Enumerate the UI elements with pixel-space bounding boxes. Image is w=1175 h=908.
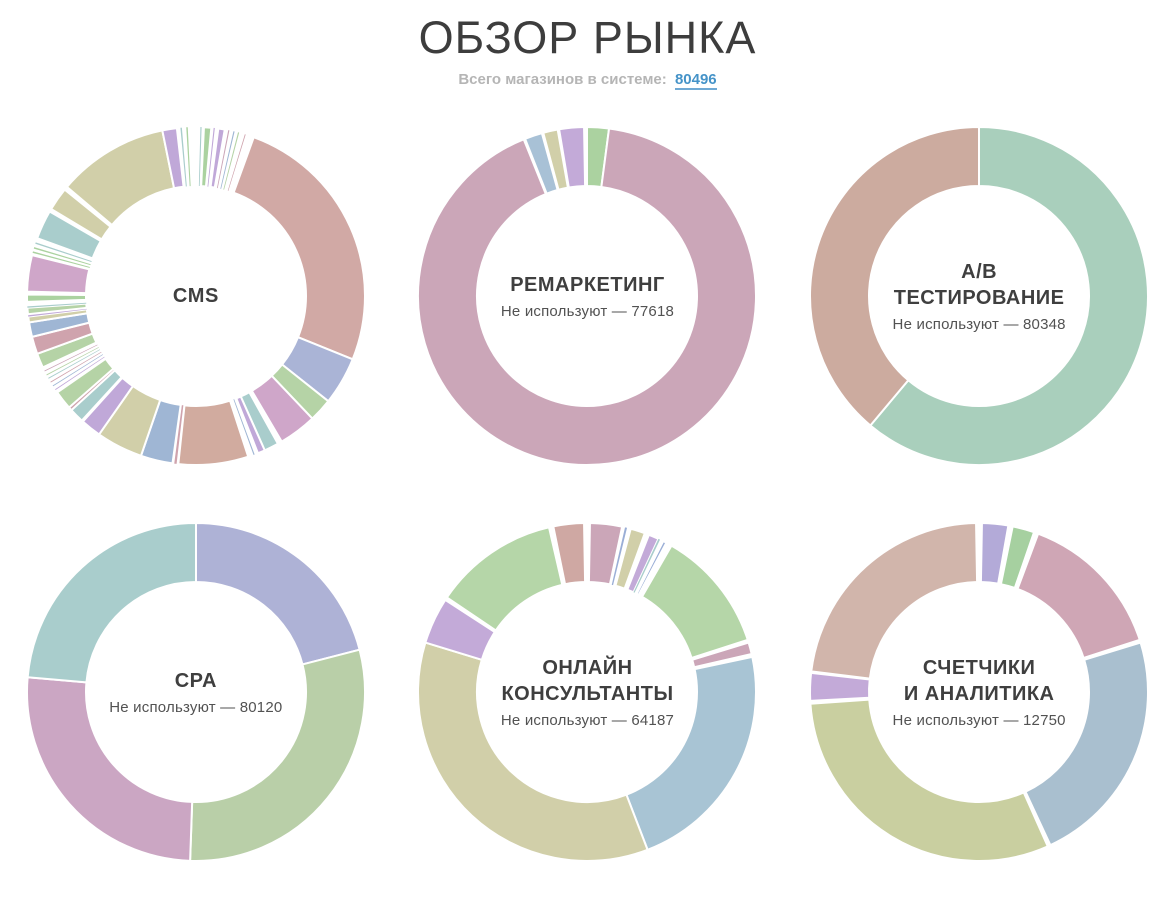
- donut-chart-online-consultants[interactable]: [415, 520, 759, 864]
- pie-slice[interactable]: [809, 698, 1049, 862]
- pie-slice[interactable]: [46, 346, 99, 376]
- pie-slice[interactable]: [209, 127, 226, 189]
- pie-slice[interactable]: [27, 308, 89, 324]
- pie-slice[interactable]: [980, 521, 1010, 585]
- pie-slice[interactable]: [186, 126, 191, 186]
- chart-card-ab-testing: A/B ТЕСТИРОВАНИЕ Не используют — 80348: [807, 124, 1151, 468]
- pie-slice[interactable]: [233, 398, 255, 455]
- pie-slice[interactable]: [26, 521, 197, 684]
- pie-slice[interactable]: [33, 246, 91, 265]
- pie-slice[interactable]: [691, 641, 754, 669]
- pie-slice[interactable]: [50, 351, 102, 383]
- pie-slice[interactable]: [44, 344, 98, 372]
- pie-slice[interactable]: [25, 676, 193, 862]
- pie-slice[interactable]: [558, 125, 587, 189]
- pie-slice[interactable]: [250, 374, 314, 443]
- pie-slice[interactable]: [626, 533, 660, 594]
- pie-slice[interactable]: [200, 125, 213, 188]
- donut-chart-remarketing[interactable]: [415, 124, 759, 468]
- pie-slice[interactable]: [588, 521, 624, 586]
- pie-slice[interactable]: [625, 655, 758, 851]
- pie-slice[interactable]: [1000, 525, 1036, 589]
- pie-slice[interactable]: [1024, 641, 1150, 846]
- donut-chart-ab-testing[interactable]: [807, 124, 1151, 468]
- pie-slice[interactable]: [26, 302, 88, 315]
- chart-card-counters-analytics: СЧЕТЧИКИ И АНАЛИТИКА Не используют — 127…: [807, 520, 1151, 864]
- chart-card-cms: CMS: [24, 124, 368, 468]
- pie-slice[interactable]: [869, 125, 1150, 466]
- pie-slice[interactable]: [27, 302, 87, 308]
- donut-chart-cpa[interactable]: [24, 520, 368, 864]
- pie-slice[interactable]: [36, 210, 102, 260]
- total-stores-link[interactable]: 80496: [674, 70, 717, 90]
- pie-slice[interactable]: [614, 527, 647, 590]
- pie-slice[interactable]: [32, 251, 90, 268]
- donut-chart-cms[interactable]: [24, 124, 368, 468]
- pie-slice[interactable]: [207, 127, 215, 187]
- pie-slice[interactable]: [446, 526, 564, 632]
- total-stores-label: Всего магазинов в системе:: [458, 70, 667, 88]
- pie-slice[interactable]: [220, 130, 235, 189]
- pie-slice[interactable]: [809, 125, 981, 427]
- pie-slice[interactable]: [216, 129, 230, 188]
- charts-grid: CMS РЕМАРКЕТИНГ Не используют — 77618 A/…: [0, 124, 1175, 864]
- pie-slice[interactable]: [194, 521, 361, 666]
- pie-slice[interactable]: [188, 648, 366, 862]
- pie-slice[interactable]: [48, 349, 100, 379]
- pie-slice[interactable]: [161, 126, 185, 189]
- pie-slice[interactable]: [636, 539, 668, 596]
- pie-slice[interactable]: [25, 253, 91, 294]
- pie-slice[interactable]: [35, 242, 92, 262]
- pie-slice[interactable]: [56, 357, 115, 409]
- page-title: ОБЗОР РЫНКА: [418, 12, 757, 63]
- pie-slice[interactable]: [633, 538, 661, 593]
- donut-chart-counters-analytics[interactable]: [807, 520, 1151, 864]
- pie-slice[interactable]: [49, 188, 112, 241]
- page-subtitle: Всего магазинов в системе: 80496: [0, 70, 1175, 90]
- pie-slice[interactable]: [235, 395, 266, 454]
- pie-slice[interactable]: [177, 399, 250, 466]
- pie-slice[interactable]: [227, 133, 246, 191]
- header: ОБЗОР РЫНКА Всего магазинов в системе: 8…: [0, 0, 1175, 90]
- pie-slice[interactable]: [641, 544, 750, 659]
- pie-slice[interactable]: [232, 135, 366, 361]
- pie-slice[interactable]: [424, 598, 497, 661]
- pie-slice[interactable]: [810, 521, 979, 680]
- chart-card-online-consultants: ОНЛАЙН КОНСУЛЬТАНТЫ Не используют — 6418…: [415, 520, 759, 864]
- pie-slice[interactable]: [198, 126, 202, 186]
- pie-slice[interactable]: [417, 127, 758, 466]
- pie-slice[interactable]: [25, 293, 87, 303]
- pie-slice[interactable]: [174, 404, 184, 464]
- pie-slice[interactable]: [52, 354, 103, 387]
- chart-card-cpa: CPA Не используют — 80120: [24, 520, 368, 864]
- pie-slice[interactable]: [223, 132, 239, 190]
- pie-slice[interactable]: [180, 127, 187, 187]
- pie-slice[interactable]: [417, 641, 650, 862]
- pie-slice[interactable]: [1016, 532, 1141, 659]
- chart-card-remarketing: РЕМАРКЕТИНГ Не используют — 77618: [415, 124, 759, 468]
- pie-slice[interactable]: [552, 521, 587, 585]
- pie-slice[interactable]: [54, 356, 105, 390]
- pie-slice[interactable]: [612, 527, 628, 585]
